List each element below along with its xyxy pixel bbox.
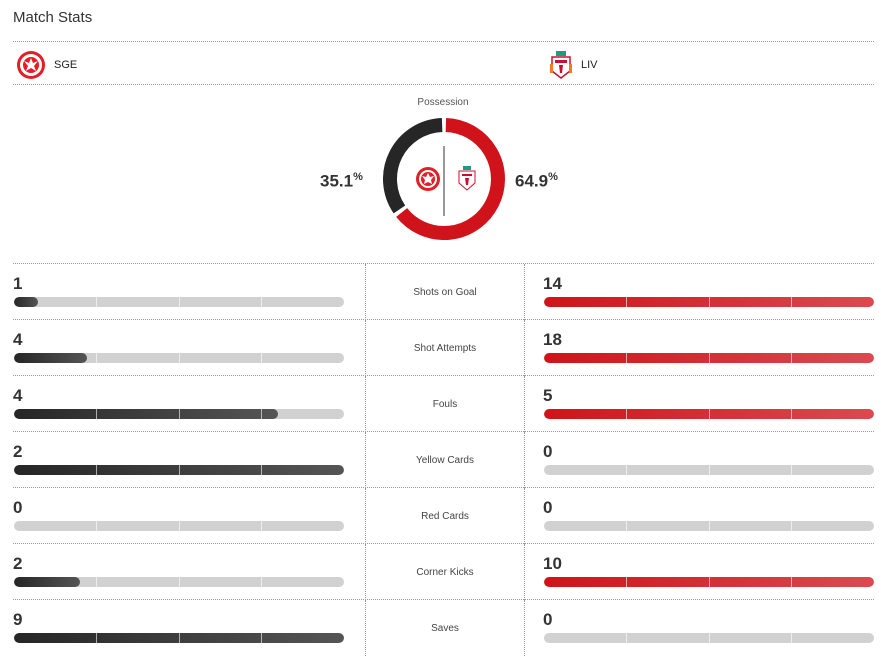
home-stat-bar [14, 353, 344, 363]
home-stat-bar [14, 297, 344, 307]
stat-label: Saves [365, 600, 525, 656]
home-team-abbr: SGE [54, 59, 78, 71]
home-stat-bar-fill [14, 409, 278, 419]
home-stat-bar [14, 577, 344, 587]
away-stat-bar [544, 521, 874, 531]
divider [13, 41, 874, 42]
section-title: Match Stats [13, 9, 93, 26]
away-stat-bar [544, 297, 874, 307]
stat-label: Red Cards [365, 488, 525, 544]
home-stat-bar-fill [14, 577, 80, 587]
stat-row: 9 Saves 0 [13, 599, 874, 656]
stat-label: Fouls [365, 376, 525, 432]
away-possession-arc [396, 118, 505, 240]
stat-row: 4 Shot Attempts 18 [13, 319, 874, 376]
away-stat-value: 0 [543, 498, 553, 517]
home-stat-value: 2 [13, 442, 23, 461]
away-stat-bar [544, 409, 874, 419]
eintracht-frankfurt-logo-icon [17, 51, 45, 79]
stat-row: 4 Fouls 5 [13, 375, 874, 432]
liverpool-logo-icon [550, 51, 572, 79]
away-team: LIV [549, 50, 598, 80]
home-stat-bar [14, 465, 344, 475]
away-logo-icon [458, 166, 476, 191]
stat-label: Corner Kicks [365, 544, 525, 600]
home-stat-bar-fill [14, 297, 38, 307]
stat-row: 0 Red Cards 0 [13, 487, 874, 544]
home-stat-value: 1 [13, 274, 23, 293]
away-stat-value: 0 [543, 610, 553, 629]
away-possession: 64.9% [515, 171, 558, 191]
away-stat-value: 14 [543, 274, 562, 293]
stat-label: Shots on Goal [365, 264, 525, 320]
divider [13, 84, 874, 85]
away-stat-value: 0 [543, 442, 553, 461]
away-team-abbr: LIV [581, 59, 598, 71]
possession-label: Possession [417, 97, 469, 108]
home-stat-bar [14, 409, 344, 419]
away-stat-bar [544, 465, 874, 475]
home-logo-icon [416, 167, 440, 191]
home-team: SGE [16, 50, 77, 80]
home-stat-value: 4 [13, 330, 23, 349]
home-stat-bar [14, 633, 344, 643]
home-possession: 35.1% [320, 171, 363, 191]
stat-row: 1 Shots on Goal 14 [13, 263, 874, 320]
stat-row: 2 Corner Kicks 10 [13, 543, 874, 600]
home-possession-arc [383, 118, 443, 214]
away-stat-value: 18 [543, 330, 562, 349]
away-stat-bar [544, 633, 874, 643]
away-stat-bar [544, 353, 874, 363]
stat-label: Shot Attempts [365, 320, 525, 376]
possession-donut-chart [383, 118, 505, 240]
home-stat-bar [14, 521, 344, 531]
home-stat-value: 4 [13, 386, 23, 405]
home-stat-value: 2 [13, 554, 23, 573]
away-stat-value: 5 [543, 386, 553, 405]
away-stat-bar [544, 577, 874, 587]
home-stat-value: 9 [13, 610, 23, 629]
home-stat-value: 0 [13, 498, 23, 517]
stat-label: Yellow Cards [365, 432, 525, 488]
away-stat-value: 10 [543, 554, 562, 573]
home-stat-bar-fill [14, 353, 88, 363]
stat-row: 2 Yellow Cards 0 [13, 431, 874, 488]
